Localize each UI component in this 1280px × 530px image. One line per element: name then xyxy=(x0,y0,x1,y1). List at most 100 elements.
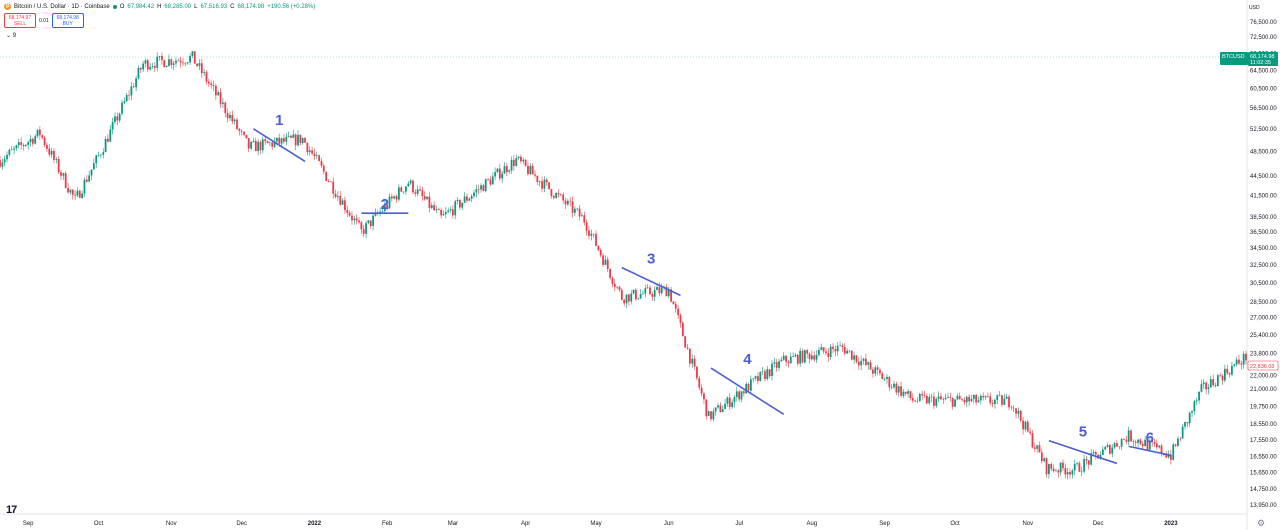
candle-body xyxy=(1125,439,1128,442)
candle-body xyxy=(426,196,428,200)
sell-label: SELL xyxy=(13,21,27,27)
candle-body xyxy=(299,134,302,144)
candle-body xyxy=(1170,454,1172,460)
trendline-5 xyxy=(1048,439,1118,465)
symbol-title[interactable]: Bitcoin / U.S. Dollar · 1D · Coinbase xyxy=(14,3,110,10)
time-tick-label: Sep xyxy=(23,521,34,527)
candle-body xyxy=(219,92,222,104)
candle-body xyxy=(583,215,586,223)
trendline-6 xyxy=(1128,445,1172,457)
candle-body xyxy=(907,391,909,394)
candle-body xyxy=(470,196,473,199)
candle-body xyxy=(963,399,966,403)
candle-body xyxy=(1155,443,1158,448)
annotation-label-4: 4 xyxy=(743,351,752,368)
candle-body xyxy=(374,212,377,216)
candle-body xyxy=(602,255,604,265)
candle-body xyxy=(510,159,513,171)
candle-body xyxy=(618,286,621,290)
candle-body xyxy=(529,165,532,175)
price-tick-label: 48,500.00 xyxy=(1250,149,1277,155)
candle-body xyxy=(745,383,748,394)
trendline-4 xyxy=(710,367,785,416)
candle-body xyxy=(1245,353,1247,361)
candle-body xyxy=(60,172,62,176)
candle-body xyxy=(90,169,93,176)
candle-body xyxy=(177,60,180,62)
candle-body xyxy=(879,369,881,374)
trade-buttons: 68,174.97 SELL 0.01 68,174.98 BUY xyxy=(4,13,84,28)
candle-body xyxy=(1036,445,1039,449)
gear-icon[interactable]: ⚙ xyxy=(1257,518,1266,528)
candle-body xyxy=(782,355,785,360)
candle-body xyxy=(200,63,203,74)
candle-body xyxy=(604,259,607,265)
price-tick-label: 30,500.00 xyxy=(1250,281,1277,287)
candle-body xyxy=(1158,445,1161,448)
price-tick-label: 19,750.00 xyxy=(1250,404,1277,410)
candle-body xyxy=(904,391,907,394)
candle-body xyxy=(881,373,884,380)
candle-body xyxy=(179,60,182,63)
sell-price: 68,174.97 xyxy=(8,15,32,21)
candle-body xyxy=(524,159,527,166)
candle-body xyxy=(212,85,215,86)
tradingview-logo[interactable]: 17 xyxy=(6,504,17,516)
candle-body xyxy=(1083,459,1085,472)
candle-body xyxy=(224,102,227,114)
price-tick-label: 44,500.00 xyxy=(1250,174,1277,180)
candle-body xyxy=(1134,441,1137,443)
candle-body xyxy=(538,181,541,183)
open-label: O xyxy=(119,3,125,10)
candle-body xyxy=(944,398,947,400)
candle-body xyxy=(1188,412,1191,424)
candle-body xyxy=(846,350,848,354)
candle-body xyxy=(222,102,224,104)
time-tick-label: 2023 xyxy=(1164,521,1178,527)
spread-value: 0.01 xyxy=(39,17,49,24)
candle-body xyxy=(71,189,74,195)
candle-body xyxy=(125,94,128,102)
currency-button[interactable]: USD xyxy=(1249,5,1260,11)
candle-body xyxy=(688,348,691,364)
candle-body xyxy=(55,159,58,160)
candle-body xyxy=(294,134,297,146)
candle-body xyxy=(158,55,161,57)
candle-body xyxy=(273,141,276,147)
candle-body xyxy=(787,361,790,364)
candle-body xyxy=(332,181,335,194)
candle-body xyxy=(984,396,987,398)
candle-body xyxy=(534,174,536,176)
sell-button[interactable]: 68,174.97 SELL xyxy=(4,13,36,28)
candle-body xyxy=(754,376,757,379)
candle-body xyxy=(982,395,985,398)
candle-body xyxy=(977,400,980,403)
candle-body xyxy=(1231,365,1233,375)
candle-body xyxy=(344,200,346,211)
buy-button[interactable]: 68,174.98 BUY xyxy=(51,13,84,28)
candle-body xyxy=(109,129,112,142)
candle-body xyxy=(886,376,888,380)
candle-body xyxy=(1001,395,1003,405)
candle-body xyxy=(456,199,459,202)
candle-body xyxy=(911,398,914,401)
candle-body xyxy=(210,83,213,86)
price-axis[interactable]: 76,500.0072,500.0068,500.0064,500.0060,5… xyxy=(1250,20,1277,509)
candle-body xyxy=(189,55,191,63)
time-axis[interactable]: Sep Oct Nov Dec 2022 Feb Mar Apr May Jun Jul Aug Sep… xyxy=(23,521,1178,527)
symbol-legend[interactable]: ₿ Bitcoin / U.S. Dollar · 1D · Coinbase … xyxy=(4,3,315,10)
candle-body xyxy=(1078,463,1081,472)
candle-body xyxy=(1181,426,1184,439)
candle-body xyxy=(468,198,471,201)
candle-body xyxy=(813,355,816,360)
price-tick-label: 76,500.00 xyxy=(1250,20,1277,26)
candle-body xyxy=(172,63,175,65)
candle-body xyxy=(1165,455,1168,458)
candle-body xyxy=(808,353,811,360)
candle-body xyxy=(123,101,126,103)
candle-body xyxy=(947,397,949,399)
candle-body xyxy=(339,195,342,205)
indicators-toggle[interactable]: ⌄ 9 xyxy=(6,33,17,39)
candle-body xyxy=(88,175,91,182)
